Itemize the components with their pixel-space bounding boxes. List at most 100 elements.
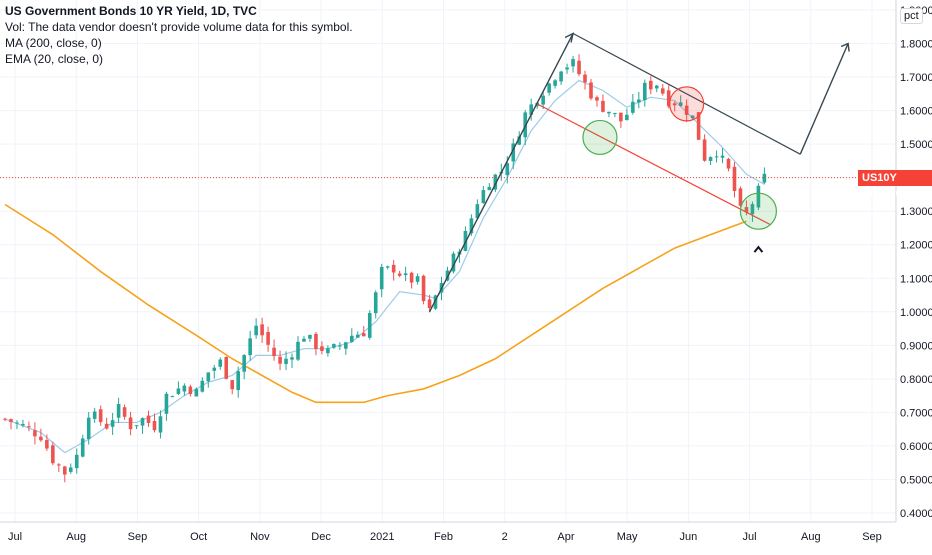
y-tick-label: 1.3000 bbox=[900, 206, 932, 218]
candle-body bbox=[714, 156, 719, 158]
candle-body bbox=[230, 380, 235, 390]
x-tick-label: Jul bbox=[743, 531, 757, 543]
candle-body bbox=[577, 60, 581, 75]
candle-body bbox=[45, 439, 49, 449]
x-tick-label: Oct bbox=[190, 531, 207, 543]
y-tick-label: 1.5000 bbox=[900, 139, 932, 151]
candle-body bbox=[571, 59, 575, 67]
candle-body bbox=[182, 385, 187, 392]
candle-body bbox=[415, 276, 420, 282]
candle-body bbox=[350, 335, 354, 342]
candle-body bbox=[631, 101, 635, 113]
candle-body bbox=[750, 204, 755, 215]
y-tick-label: 1.6000 bbox=[900, 106, 932, 118]
candle-body bbox=[248, 338, 252, 356]
chart-legend: US Government Bonds 10 YR Yield, 1D, TVC… bbox=[5, 3, 353, 67]
candle-body bbox=[738, 188, 743, 206]
scale-pct-button[interactable]: pct bbox=[900, 8, 923, 24]
candle-body bbox=[104, 423, 109, 429]
candle-body bbox=[708, 157, 713, 161]
candle-body bbox=[529, 104, 533, 115]
candle-body bbox=[678, 102, 683, 106]
candle-body bbox=[541, 95, 545, 105]
candle-body bbox=[92, 411, 97, 419]
candle-body bbox=[487, 186, 492, 191]
candle-body bbox=[194, 388, 199, 397]
candle-body bbox=[732, 166, 737, 192]
candle-body bbox=[74, 454, 79, 469]
candle-body bbox=[224, 356, 229, 379]
candle-body bbox=[756, 185, 761, 208]
y-tick-label: 0.4000 bbox=[900, 508, 932, 520]
candle-body bbox=[684, 105, 689, 115]
y-tick-label: 0.9000 bbox=[900, 340, 932, 352]
candle-body bbox=[607, 111, 611, 114]
candle-body bbox=[272, 347, 276, 357]
y-tick-label: 0.8000 bbox=[900, 374, 932, 386]
price-badge-symbol: US10Y bbox=[862, 171, 897, 184]
candle-body bbox=[511, 143, 516, 162]
candle-body bbox=[146, 415, 151, 423]
candle-body bbox=[637, 99, 641, 103]
candle-body bbox=[583, 74, 587, 83]
candle-body bbox=[254, 325, 258, 336]
candle-body bbox=[672, 103, 677, 106]
candle-body bbox=[547, 83, 551, 93]
x-tick-label: Nov bbox=[250, 531, 270, 543]
candle-body bbox=[57, 464, 61, 466]
candle-body bbox=[302, 338, 306, 342]
symbol-title: US Government Bonds 10 YR Yield, 1D, TVC bbox=[5, 4, 257, 18]
candle-body bbox=[696, 112, 701, 140]
candle-body bbox=[762, 173, 767, 183]
volume-note: Vol: The data vendor doesn't provide vol… bbox=[5, 20, 353, 34]
candle-body bbox=[200, 380, 205, 392]
candle-body bbox=[164, 393, 169, 414]
candle-body bbox=[367, 313, 372, 338]
candle-body bbox=[475, 204, 480, 219]
candle-body bbox=[625, 114, 629, 120]
candle-body bbox=[505, 163, 510, 176]
projection-line bbox=[799, 43, 849, 155]
x-tick-label: 2 bbox=[502, 531, 508, 543]
candle-body bbox=[3, 418, 7, 420]
candle-body bbox=[110, 420, 115, 427]
y-tick-label: 0.7000 bbox=[900, 407, 932, 419]
candle-body bbox=[278, 356, 282, 364]
candle-body bbox=[643, 82, 647, 101]
candle-body bbox=[493, 174, 498, 190]
candle-body bbox=[361, 333, 366, 337]
support-circle-1 bbox=[582, 119, 618, 156]
candle-body bbox=[176, 388, 181, 394]
candle-body bbox=[332, 344, 336, 348]
candle-body bbox=[27, 426, 31, 428]
y-tick-label: 1.7000 bbox=[900, 72, 932, 84]
x-tick-label: Jul bbox=[8, 531, 22, 543]
candle-body bbox=[427, 299, 432, 308]
candle-body bbox=[517, 136, 522, 145]
ema-legend[interactable]: EMA (20, close, 0) bbox=[5, 52, 104, 66]
ema20-line bbox=[4, 79, 765, 454]
candle-body bbox=[68, 467, 73, 472]
candle-body bbox=[140, 418, 145, 426]
x-tick-label: Aug bbox=[801, 531, 821, 543]
candle-body bbox=[326, 348, 330, 354]
candle-body bbox=[320, 346, 324, 351]
candle-body bbox=[690, 115, 695, 119]
candle-body bbox=[344, 342, 348, 349]
rally-arrow-head bbox=[564, 32, 575, 43]
x-tick-label: Feb bbox=[434, 531, 453, 543]
y-tick-label: 1.0000 bbox=[900, 307, 932, 319]
candle-body bbox=[128, 417, 133, 430]
candle-body bbox=[122, 407, 127, 417]
ma200-line bbox=[4, 203, 747, 404]
candle-body bbox=[403, 273, 408, 276]
candle-body bbox=[338, 345, 342, 347]
x-tick-label: 2021 bbox=[370, 531, 394, 543]
candle-body bbox=[284, 358, 288, 365]
candle-body bbox=[654, 85, 659, 89]
y-tick-label: 0.6000 bbox=[900, 441, 932, 453]
ma-legend[interactable]: MA (200, close, 0) bbox=[5, 36, 102, 50]
channel-upper-line bbox=[572, 32, 801, 155]
